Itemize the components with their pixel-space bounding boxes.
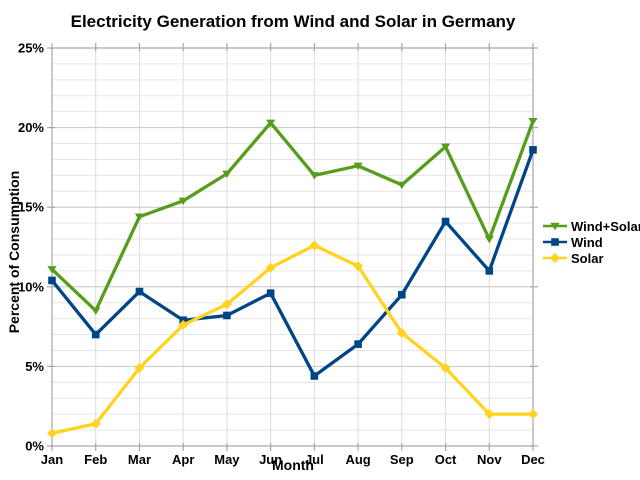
solar-data-marker: [550, 253, 560, 263]
wind-data-marker: [354, 340, 362, 348]
month-tick-label: Sep: [390, 452, 414, 467]
wind-solar-data-marker: [397, 181, 407, 190]
wind-solar-data-marker: [266, 119, 276, 128]
wind-solar-data-marker: [47, 266, 57, 274]
legend-item-wind: Wind: [543, 234, 640, 250]
chart-title: Electricity Generation from Wind and Sol…: [70, 12, 516, 31]
solar-data-marker: [440, 362, 451, 373]
solar-line: [50, 243, 535, 435]
wind-data-marker: [48, 276, 56, 285]
wind-data-marker: [135, 287, 144, 296]
solar-data-marker: [47, 428, 57, 439]
wind-solar-data-marker: [484, 235, 494, 244]
percent-tick-label: 0%: [25, 439, 44, 454]
wind-solar-data-marker: [550, 222, 560, 231]
wind-solar-data-marker: [528, 118, 538, 126]
wind-solar-data-marker: [178, 197, 188, 206]
wind-line: [50, 148, 535, 378]
legend-item-solar: Solar: [543, 250, 640, 266]
plot-border: [51, 47, 534, 447]
month-tick-label: Aug: [345, 452, 370, 467]
wind-data-marker: [91, 330, 100, 339]
wind-line-marker-swatch: [543, 236, 567, 248]
wind-solar-data-marker: [222, 170, 232, 178]
legend-swatch-svg: [543, 238, 567, 246]
wind-solar-data-marker: [91, 307, 101, 315]
solar-data-marker: [221, 299, 232, 310]
wind-solar-data-marker: [134, 213, 145, 221]
wind-solar-line: [50, 119, 535, 313]
month-tick-label: Dec: [521, 452, 545, 467]
legend-swatch-svg: [543, 222, 567, 231]
month-tick-label: Mar: [128, 452, 151, 467]
wind-data-marker: [441, 217, 450, 226]
solar-data-marker: [528, 409, 538, 420]
legend-swatch-svg: [543, 253, 567, 263]
month-tick-label: May: [214, 452, 240, 467]
month-tick-label: Nov: [477, 452, 502, 467]
solar-data-marker: [309, 240, 320, 251]
month-tick-label: Jan: [41, 452, 63, 467]
legend-label-wind: Wind: [571, 234, 603, 250]
month-tick-label: Apr: [172, 452, 194, 467]
wind-data-marker: [529, 146, 537, 154]
wind-data-marker: [310, 372, 319, 380]
month-tick-label: Feb: [84, 452, 107, 467]
percent-tick-label: 25%: [18, 41, 44, 56]
solar-data-marker: [90, 418, 101, 429]
wind-solar-data-marker: [309, 172, 319, 180]
wind-data-marker: [485, 267, 494, 275]
wind-solar-data-marker: [353, 162, 363, 171]
wind-data-marker: [398, 290, 406, 299]
x-axis-title: Month: [272, 457, 314, 473]
legend-label-wind-solar: Wind+Solar: [571, 218, 640, 234]
solar-data-marker: [484, 409, 495, 420]
solar-data-marker: [134, 362, 145, 373]
solar-data-marker: [178, 320, 189, 331]
solar-data-marker: [396, 327, 407, 338]
solar-data-marker: [265, 262, 276, 273]
legend-label-solar: Solar: [571, 250, 604, 266]
legend: Wind+Solar Wind Solar: [543, 218, 640, 266]
month-tick-label: Jun: [259, 452, 282, 467]
percent-tick-label: 15%: [18, 200, 44, 215]
percent-tick-label: 10%: [18, 279, 44, 294]
legend-item-wind-solar: Wind+Solar: [543, 218, 640, 234]
wind-data-marker: [551, 238, 559, 246]
solar-line-marker-swatch: [543, 252, 567, 264]
month-tick-label: Oct: [435, 452, 457, 467]
wind-data-marker: [266, 289, 275, 297]
wind-solar-line-marker-swatch: [543, 220, 567, 232]
wind-solar-data-marker: [440, 143, 451, 151]
solar-data-marker: [353, 261, 364, 272]
percent-tick-label: 20%: [18, 120, 44, 135]
percent-tick-label: 5%: [25, 359, 44, 374]
wind-data-marker: [223, 311, 231, 320]
month-tick-label: Jul: [305, 452, 324, 467]
